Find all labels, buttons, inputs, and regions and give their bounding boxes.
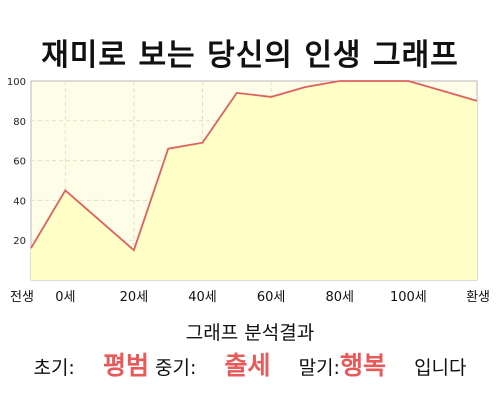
x-tick-label: 20세 xyxy=(120,290,149,305)
late-value: 행복 xyxy=(339,351,386,380)
x-tick-label: 40세 xyxy=(188,290,217,305)
early-label: 초기: xyxy=(33,357,75,379)
y-tick-label: 80 xyxy=(13,117,26,128)
y-tick-label: 20 xyxy=(13,236,26,247)
x-tick-label: 80세 xyxy=(326,290,355,305)
series-line xyxy=(30,80,478,252)
suffix-text: 입니다 xyxy=(414,357,467,379)
area-fill xyxy=(31,81,477,280)
late-label: 말기: xyxy=(298,357,340,379)
chart-title: 재미로 보는 당신의 인생 그래프 xyxy=(41,38,459,73)
x-tick-label: 60세 xyxy=(257,290,286,305)
x-tick-label: 100세 xyxy=(390,290,427,305)
early-value: 평범 xyxy=(102,351,149,380)
y-tick-label: 100 xyxy=(7,77,26,88)
x-tick-label: 0세 xyxy=(55,290,75,305)
y-axis: 20 40 60 80 100 xyxy=(7,77,26,247)
middle-value: 출세 xyxy=(224,351,271,380)
x-tick-label: 전생 xyxy=(10,290,34,305)
analysis-result: 초기: 평범 중기: 출세 말기:행복 입니다 xyxy=(0,346,500,382)
y-tick-label: 40 xyxy=(13,196,26,207)
x-axis: 전생 0세 20세 40세 60세 80세 100세 환생 xyxy=(10,290,490,305)
y-tick-label: 60 xyxy=(13,157,26,168)
x-tick-label: 환생 xyxy=(466,290,490,305)
analysis-heading: 그래프 분석결과 xyxy=(185,322,315,344)
middle-label: 중기: xyxy=(155,357,197,379)
